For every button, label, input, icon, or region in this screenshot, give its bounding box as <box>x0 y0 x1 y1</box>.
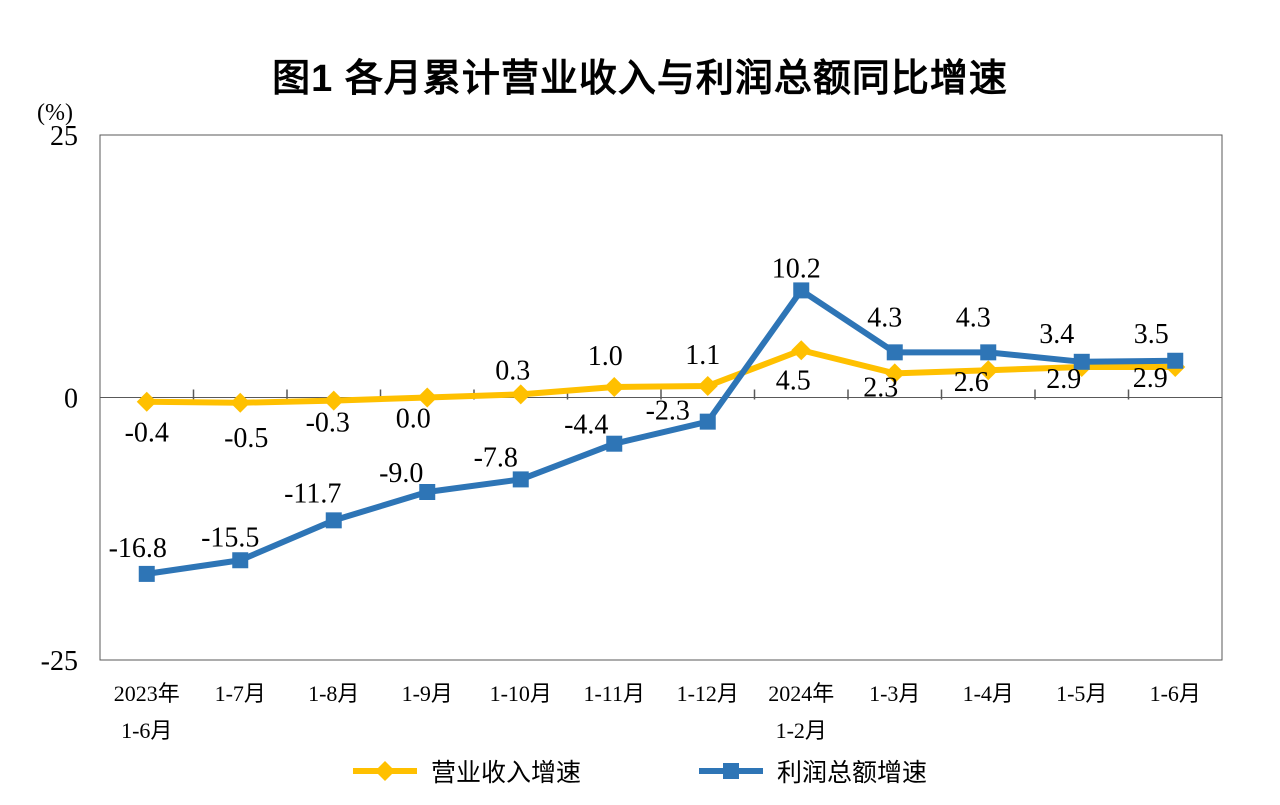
x-tick-label: 1-4月 <box>963 681 1014 706</box>
data-label: -0.3 <box>306 408 350 439</box>
data-point-marker-square <box>1073 353 1090 370</box>
data-point-marker-square <box>512 471 529 488</box>
data-label: 0.3 <box>495 355 530 386</box>
data-label: -2.3 <box>646 396 690 427</box>
x-tick-label: 1-6月 <box>1150 681 1201 706</box>
data-label: -0.5 <box>224 423 268 454</box>
data-label: 4.3 <box>867 302 902 333</box>
x-tick-label: 1-6月 <box>121 718 172 743</box>
data-point-marker-diamond <box>791 340 812 361</box>
y-tick-label: -25 <box>41 646 78 677</box>
data-point-marker-diamond <box>230 392 251 413</box>
data-point-marker-diamond <box>884 363 905 384</box>
x-tick-label: 2024年 <box>768 681 834 706</box>
data-label: -0.4 <box>125 418 169 449</box>
data-label: 3.5 <box>1134 319 1169 350</box>
legend-label-profit: 利润总额增速 <box>777 760 928 787</box>
legend-label-revenue: 营业收入增速 <box>430 760 581 787</box>
data-label: 2.9 <box>1133 363 1168 394</box>
chart-title: 图1 各月累计营业收入与利润总额同比增速 <box>272 58 1008 100</box>
data-label: 2.9 <box>1046 364 1081 395</box>
data-point-marker-square <box>980 344 997 361</box>
x-tick-label: 1-3月 <box>869 681 920 706</box>
data-point-marker-square <box>419 484 436 500</box>
data-point-marker-diamond <box>136 391 157 412</box>
profit-series-swatch <box>699 763 763 779</box>
revenue-series-swatch <box>352 761 417 781</box>
data-point-marker-diamond <box>510 384 531 405</box>
legend: 营业收入增速 利润总额增速 <box>0 753 1280 789</box>
data-label: -11.7 <box>284 478 341 509</box>
series-line-1 <box>146 287 1176 577</box>
data-label: -7.8 <box>474 442 518 473</box>
y-axis-unit-label: (%) <box>37 100 73 126</box>
data-point-marker-square <box>1167 352 1184 369</box>
data-point-marker-diamond <box>417 387 438 408</box>
data-point-marker-square <box>793 282 810 299</box>
data-label: 1.0 <box>588 341 623 372</box>
data-label: 0.0 <box>396 404 431 435</box>
data-label: 10.2 <box>772 253 821 284</box>
x-tick-label: 1-11月 <box>583 681 645 706</box>
legend-item-revenue: 营业收入增速 <box>352 753 581 789</box>
data-label: -15.5 <box>201 522 259 553</box>
x-tick-label: 1-10月 <box>490 681 552 706</box>
data-label: 1.1 <box>685 340 720 371</box>
x-tick-label: 1-12月 <box>677 681 739 706</box>
x-tick-label: 1-5月 <box>1056 681 1107 706</box>
data-point-marker-square <box>699 413 716 430</box>
data-label: 2.3 <box>863 372 898 403</box>
diamond-marker-icon <box>374 761 395 781</box>
y-tick-label: 0 <box>64 384 78 415</box>
data-point-marker-diamond <box>604 377 625 397</box>
data-point-marker-diamond <box>978 360 999 381</box>
series-line-0 <box>146 347 1176 406</box>
x-tick-label: 1-7月 <box>215 681 266 706</box>
data-point-marker-diamond <box>697 375 718 396</box>
data-label: -16.8 <box>109 533 167 564</box>
x-tick-label: 2023年 <box>114 681 180 706</box>
legend-item-profit: 利润总额增速 <box>699 753 927 789</box>
data-label: 3.4 <box>1039 319 1074 350</box>
data-point-marker-square <box>325 512 342 529</box>
x-tick-label: 1-9月 <box>402 681 453 706</box>
x-tick-label: 1-2月 <box>776 718 827 743</box>
data-label: -4.4 <box>564 410 608 441</box>
square-marker-icon <box>723 763 739 779</box>
data-point-marker-square <box>138 565 155 582</box>
data-label: 4.3 <box>956 302 991 333</box>
data-point-marker-square <box>606 435 623 452</box>
data-label: 2.6 <box>954 367 989 398</box>
data-point-marker-diamond <box>323 390 344 411</box>
data-label: 4.5 <box>776 365 811 396</box>
data-point-marker-square <box>886 344 903 361</box>
data-label: -9.0 <box>379 458 423 489</box>
y-tick-label: 25 <box>50 121 78 152</box>
data-point-marker-square <box>232 552 249 569</box>
x-tick-label: 1-8月 <box>308 681 359 706</box>
